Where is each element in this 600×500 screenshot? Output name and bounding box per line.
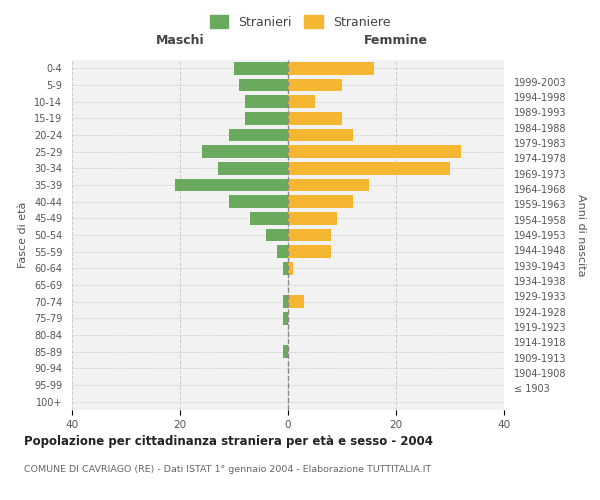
Bar <box>229 196 288 208</box>
Text: Maschi: Maschi <box>155 34 205 46</box>
Bar <box>202 146 288 158</box>
Bar <box>288 212 337 224</box>
Bar <box>288 229 331 241</box>
Bar <box>218 162 288 174</box>
Bar <box>283 346 288 358</box>
Text: Popolazione per cittadinanza straniera per età e sesso - 2004: Popolazione per cittadinanza straniera p… <box>24 435 433 448</box>
Bar <box>175 179 288 192</box>
Bar <box>245 112 288 124</box>
Text: COMUNE DI CAVRIAGO (RE) - Dati ISTAT 1° gennaio 2004 - Elaborazione TUTTITALIA.I: COMUNE DI CAVRIAGO (RE) - Dati ISTAT 1° … <box>24 465 431 474</box>
Bar <box>288 179 369 192</box>
Bar <box>239 79 288 92</box>
Y-axis label: Fasce di età: Fasce di età <box>19 202 28 268</box>
Legend: Stranieri, Straniere: Stranieri, Straniere <box>206 11 394 32</box>
Bar <box>288 246 331 258</box>
Bar <box>234 62 288 74</box>
Bar <box>283 262 288 274</box>
Bar <box>288 196 353 208</box>
Bar <box>288 96 315 108</box>
Bar <box>288 146 461 158</box>
Bar <box>288 129 353 141</box>
Bar <box>288 162 450 174</box>
Bar <box>277 246 288 258</box>
Bar <box>266 229 288 241</box>
Bar <box>288 112 342 124</box>
Bar <box>288 62 374 74</box>
Y-axis label: Anni di nascita: Anni di nascita <box>576 194 586 276</box>
Bar <box>245 96 288 108</box>
Bar <box>288 79 342 92</box>
Bar <box>288 262 293 274</box>
Bar <box>250 212 288 224</box>
Bar <box>229 129 288 141</box>
Bar <box>283 296 288 308</box>
Bar <box>283 312 288 324</box>
Bar <box>288 296 304 308</box>
Text: Femmine: Femmine <box>364 34 428 46</box>
